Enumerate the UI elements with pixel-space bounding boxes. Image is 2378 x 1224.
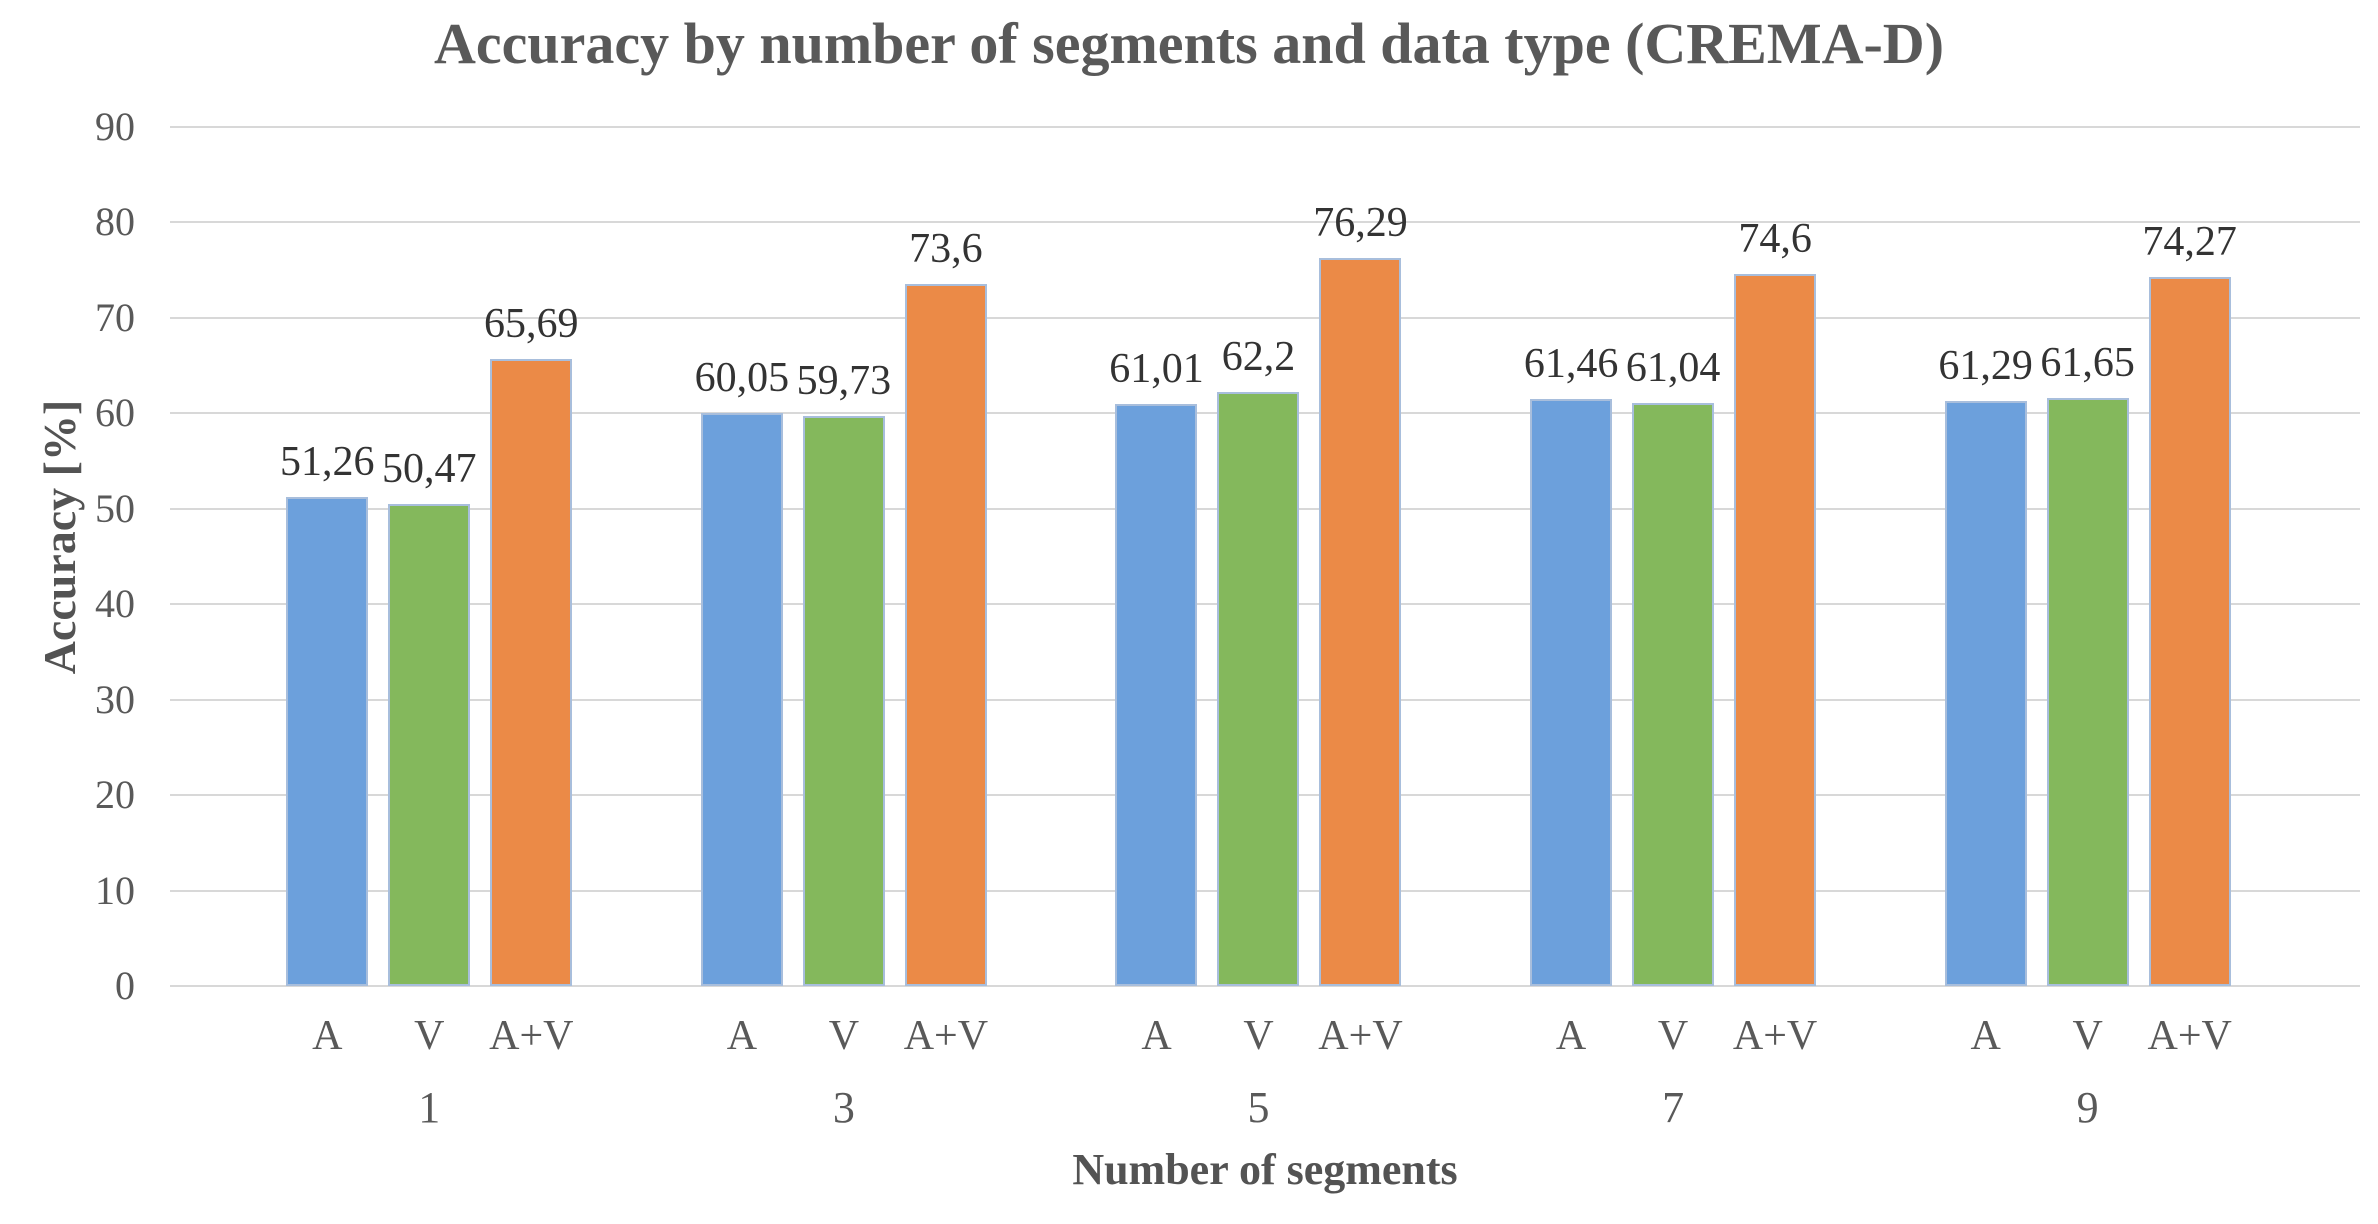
bar-A+V-group-1 [490, 359, 573, 986]
data-label-A+V-group-1: 65,69 [484, 301, 579, 348]
y-tick-label-60: 60 [95, 390, 135, 436]
series-tick-label-V-group-3: V [828, 1013, 860, 1059]
data-label-A-group-3: 60,05 [694, 354, 790, 401]
gridline-70 [170, 316, 2360, 319]
y-tick-label-70: 70 [95, 294, 135, 340]
y-tick-label-30: 30 [95, 676, 135, 722]
data-label-A+V-group-3: 73,6 [909, 225, 983, 272]
column-A-group-3: 60,05 A [695, 127, 790, 1059]
bar-A+V-group-7 [1734, 274, 1817, 986]
bar-A-group-1 [286, 496, 369, 986]
column-V-group-1: 50,47 V [382, 127, 477, 1059]
data-label-A-group-9: 61,29 [1938, 343, 2033, 390]
series-tick-label-V-group-5: V [1243, 1013, 1274, 1059]
bar-V-group-5 [1217, 392, 1300, 986]
data-label-A+V-group-5: 76,29 [1313, 199, 1408, 246]
data-label-A-group-5: 61,01 [1109, 345, 1204, 392]
y-tick-label-80: 80 [95, 199, 135, 245]
column-A-group-9: 61,29 A [1938, 127, 2033, 1059]
data-label-V-group-7: 61,04 [1625, 345, 1721, 392]
column-V-group-9: 61,65 V [2040, 127, 2135, 1059]
series-tick-label-A+V-group-3: A+V [903, 1013, 989, 1059]
category-label-1: 1 [418, 1083, 441, 1132]
data-label-V-group-3: 59,73 [796, 357, 892, 404]
bar-A-group-7 [1530, 399, 1613, 986]
series-tick-label-V-group-1: V [414, 1013, 445, 1059]
y-tick-label-50: 50 [95, 485, 135, 531]
bar-A+V-group-5 [1319, 257, 1402, 986]
series-tick-label-A-group-9: A [1970, 1013, 2001, 1059]
bar-A+V-group-3 [904, 283, 987, 986]
gridline-80 [170, 221, 2360, 224]
column-A+V-group-1: 65,69 A+V [484, 127, 579, 1059]
column-A+V-group-9: 74,27 A+V [2142, 127, 2237, 1059]
series-tick-label-A+V-group-9: A+V [2147, 1013, 2232, 1059]
series-tick-label-V-group-9: V [2072, 1013, 2103, 1059]
data-label-V-group-5: 62,2 [1221, 334, 1296, 381]
column-A-group-7: 61,46 A [1524, 127, 1619, 1059]
data-label-A-group-1: 51,26 [280, 438, 375, 485]
bar-A-group-5 [1115, 403, 1198, 986]
data-label-A+V-group-7: 74,6 [1738, 216, 1812, 262]
column-A+V-group-7: 74,6 A+V [1733, 127, 1817, 1059]
column-A+V-group-5: 76,29 A+V [1313, 127, 1408, 1059]
y-tick-label-40: 40 [95, 581, 135, 627]
y-tick-label-0: 0 [115, 963, 135, 1008]
column-V-group-7: 61,04 V [1626, 127, 1721, 1059]
y-tick-label-20: 20 [95, 772, 135, 818]
series-tick-label-V-group-7: V [1657, 1013, 1689, 1059]
y-axis-ticks: 0 10 20 30 40 50 60 70 80 90 [15, 104, 135, 1008]
series-tick-label-A+V-group-1: A+V [489, 1013, 574, 1059]
bar-A-group-9 [1944, 401, 2027, 986]
column-V-group-3: 59,73 V [797, 127, 892, 1059]
bar-V-group-9 [2046, 397, 2129, 986]
series-tick-label-A-group-5: A [1141, 1013, 1172, 1059]
group-1: 51,26 A 50,47 V 65,69 A+V 1 [222, 127, 637, 1132]
group-9: 61,29 A 61,65 V 74,27 A+V 9 [1880, 127, 2295, 1132]
category-label-3: 3 [832, 1083, 855, 1132]
series-tick-label-A+V-group-5: A+V [1318, 1013, 1403, 1059]
bar-V-group-1 [388, 504, 471, 986]
group-3: 60,05 A 59,73 V 73,6 A+V 3 [637, 127, 1052, 1132]
data-label-A+V-group-9: 74,27 [2142, 219, 2237, 266]
series-tick-label-A-group-1: A [312, 1013, 343, 1059]
chart-title: Accuracy by number of segments and data … [433, 11, 1945, 76]
plot-area: 51,26 A 50,47 V 65,69 A+V 1 60,05 A 59,73 V 73,6 A+V… [170, 126, 2360, 1132]
series-tick-label-A+V-group-7: A+V [1732, 1013, 1818, 1059]
category-label-7: 7 [1662, 1083, 1685, 1132]
column-A+V-group-3: 73,6 A+V [904, 127, 988, 1059]
column-V-group-5: 62,2 V [1217, 127, 1300, 1059]
group-7: 61,46 A 61,04 V 74,6 A+V 7 [1466, 127, 1881, 1132]
series-tick-label-A-group-7: A [1555, 1013, 1587, 1059]
bar-A+V-group-9 [2148, 277, 2231, 986]
bar-V-group-3 [802, 415, 885, 986]
category-label-5: 5 [1247, 1083, 1270, 1132]
x-axis-title: Number of segments [1072, 1145, 1458, 1194]
bar-A-group-3 [700, 412, 783, 986]
data-label-V-group-9: 61,65 [2040, 339, 2135, 386]
group-5: 61,01 A 62,2 V 76,29 A+V 5 [1051, 127, 1466, 1132]
data-label-A-group-7: 61,46 [1523, 341, 1619, 388]
bar-V-group-7 [1632, 403, 1715, 986]
bars-row: 51,26 A 50,47 V 65,69 A+V 1 60,05 A 59,73 V 73,6 A+V… [222, 127, 2295, 1132]
series-tick-label-A-group-3: A [726, 1013, 758, 1059]
gridline-90 [170, 126, 2360, 128]
y-tick-label-90: 90 [95, 104, 135, 149]
category-label-9: 9 [2076, 1083, 2099, 1132]
y-tick-label-10: 10 [95, 867, 135, 913]
data-label-V-group-1: 50,47 [382, 446, 477, 493]
column-A-group-5: 61,01 A [1109, 127, 1204, 1059]
gridline-0 [170, 985, 2360, 987]
column-A-group-1: 51,26 A [280, 127, 375, 1059]
